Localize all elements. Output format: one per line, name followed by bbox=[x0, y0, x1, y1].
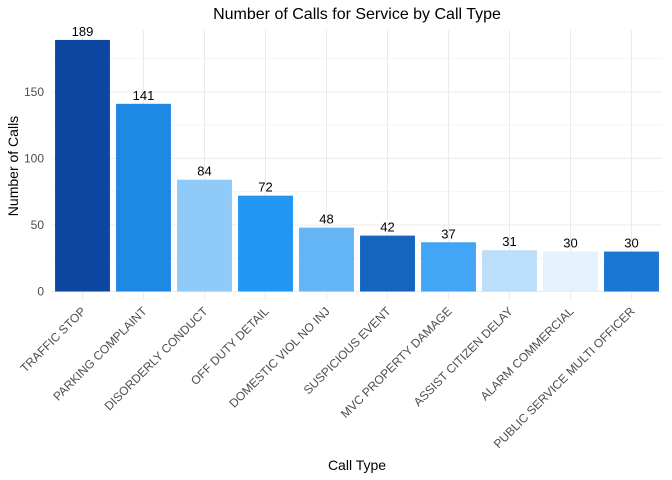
data-label: 84 bbox=[197, 164, 211, 179]
chart-title: Number of Calls for Service by Call Type bbox=[213, 6, 501, 23]
y-tick-label: 100 bbox=[24, 151, 44, 165]
y-tick-label: 50 bbox=[31, 218, 45, 232]
bar bbox=[360, 235, 415, 292]
data-label: 48 bbox=[319, 212, 333, 227]
bars bbox=[55, 39, 659, 292]
x-tick-label: ASSIST CITIZEN DELAY bbox=[411, 304, 516, 409]
data-label: 72 bbox=[258, 180, 272, 195]
data-label: 141 bbox=[133, 88, 155, 103]
data-labels: 189 141 84 72 48 42 37 31 30 30 bbox=[72, 24, 639, 251]
bar bbox=[238, 195, 293, 292]
y-tick-label: 150 bbox=[24, 85, 44, 99]
bar bbox=[604, 251, 659, 292]
x-axis-title: Call Type bbox=[328, 457, 386, 473]
y-tick-label: 0 bbox=[37, 285, 44, 299]
data-label: 37 bbox=[441, 226, 455, 241]
bar bbox=[299, 227, 354, 292]
data-label: 189 bbox=[72, 24, 94, 39]
x-tick-label: DOMESTIC VIOL NO INJ bbox=[226, 304, 332, 410]
bar bbox=[55, 39, 110, 292]
data-label: 31 bbox=[502, 234, 516, 249]
x-tick-label: MVC PROPERTY DAMAGE bbox=[338, 304, 455, 421]
bar bbox=[421, 242, 476, 292]
y-axis-ticks: 0 50 100 150 bbox=[24, 85, 44, 299]
data-label: 30 bbox=[624, 236, 638, 251]
bar bbox=[482, 250, 537, 292]
bar bbox=[543, 251, 598, 292]
bar bbox=[116, 103, 171, 292]
data-label: 42 bbox=[380, 220, 394, 235]
x-tick-label: DISORDERLY CONDUCT bbox=[102, 304, 212, 414]
y-axis-title: Number of Calls bbox=[5, 116, 21, 216]
data-label: 30 bbox=[563, 236, 577, 251]
bar bbox=[177, 179, 232, 292]
